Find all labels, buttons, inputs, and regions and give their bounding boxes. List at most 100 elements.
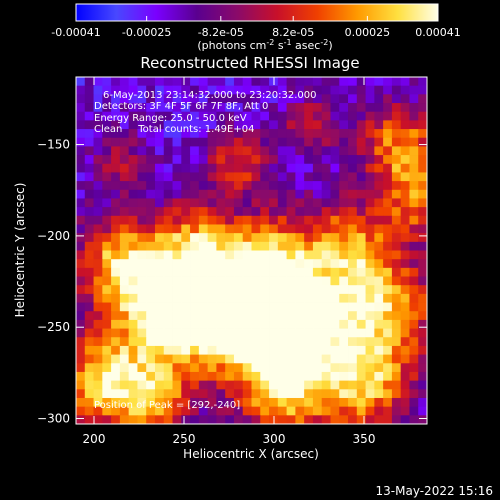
heatmap-cell (365, 337, 375, 347)
heatmap-cell (225, 397, 235, 408)
heatmap-cell (225, 276, 235, 286)
heatmap-cell (128, 354, 138, 364)
heatmap-cell (84, 137, 94, 147)
heatmap-cell (269, 85, 279, 95)
heatmap-cell (418, 415, 428, 425)
heatmap-cell (225, 328, 235, 338)
heatmap-cell (348, 189, 358, 199)
heatmap-cell (260, 311, 270, 321)
heatmap-cell (260, 103, 270, 113)
heatmap-cell (172, 207, 182, 217)
heatmap-cell (190, 259, 200, 269)
heatmap-cell (374, 311, 384, 321)
heatmap-cell (374, 250, 384, 260)
heatmap-cell (84, 241, 94, 251)
heatmap-cell (76, 85, 86, 95)
heatmap-cell (163, 406, 173, 416)
heatmap-cell (321, 233, 331, 243)
heatmap-cell (409, 380, 419, 390)
heatmap-cell (163, 111, 173, 121)
heatmap-cell (321, 389, 331, 399)
heatmap-cell (365, 406, 375, 416)
heatmap-cell (330, 311, 340, 321)
heatmap-cell (339, 181, 349, 191)
heatmap-cell (312, 267, 323, 277)
heatmap-cell (111, 276, 121, 286)
heatmap-cell (348, 163, 358, 173)
heatmap-cell (304, 103, 314, 113)
heatmap-cell (251, 302, 261, 312)
heatmap-cell (312, 293, 323, 303)
heatmap-cell (216, 137, 226, 147)
heatmap-cell (365, 111, 375, 121)
heatmap-cell (163, 94, 173, 104)
heatmap-cell (348, 302, 358, 312)
heatmap-cell (321, 189, 331, 199)
heatmap-cell (93, 371, 103, 382)
heatmap-cell (383, 311, 393, 321)
heatmap-cell (269, 328, 279, 338)
heatmap-cell (154, 233, 165, 243)
heatmap-cell (277, 224, 288, 234)
heatmap-cell (172, 85, 182, 95)
heatmap-cell (111, 302, 121, 312)
heatmap-cell (102, 207, 112, 217)
heatmap-cell (137, 250, 147, 260)
heatmap-cell (172, 319, 182, 329)
heatmap-cell (356, 319, 366, 329)
heatmap-cell (154, 397, 165, 408)
heatmap-cell (207, 328, 217, 338)
heatmap-cell (277, 389, 288, 399)
heatmap-cell (242, 146, 252, 156)
heatmap-cell (312, 181, 323, 191)
heatmap-cell (374, 111, 384, 121)
heatmap-cell (383, 215, 393, 225)
heatmap-cell (348, 224, 358, 234)
heatmap-cell (383, 146, 393, 156)
heatmap-cell (242, 241, 252, 251)
heatmap-cell (225, 241, 235, 251)
heatmap-cell (295, 363, 305, 373)
heatmap-cell (84, 224, 94, 234)
heatmap-cell (190, 293, 200, 303)
heatmap-cell (251, 163, 261, 173)
heatmap-cell (137, 224, 147, 234)
heatmap-cell (128, 215, 138, 225)
heatmap-cell (339, 311, 349, 321)
heatmap-cell (128, 380, 138, 390)
heatmap-cell (154, 85, 165, 95)
heatmap-cell (374, 363, 384, 373)
heatmap-cell (330, 363, 340, 373)
heatmap-cell (93, 328, 103, 338)
heatmap-cell (295, 354, 305, 364)
heatmap-cell (330, 337, 340, 347)
heatmap-cell (216, 293, 226, 303)
heatmap-cell (330, 250, 340, 260)
heatmap-cell (146, 181, 156, 191)
heatmap-cell (190, 224, 200, 234)
heatmap-cell (225, 129, 235, 139)
heatmap-cell (128, 311, 138, 321)
heatmap-cell (418, 363, 428, 373)
heatmap-cell (400, 207, 410, 217)
heatmap-cell (225, 363, 235, 373)
heatmap-cell (391, 276, 402, 286)
heatmap-cell (330, 120, 340, 130)
heatmap-cell (137, 120, 147, 130)
heatmap-cell (330, 354, 340, 364)
heatmap-cell (374, 285, 384, 295)
heatmap-cell (295, 371, 305, 382)
heatmap-cell (84, 389, 94, 399)
heatmap-cell (137, 345, 147, 356)
heatmap-cell (181, 94, 191, 104)
heatmap-cell (391, 250, 402, 260)
heatmap-cell (119, 189, 130, 199)
heatmap-cell (286, 259, 296, 269)
heatmap-cell (242, 302, 252, 312)
heatmap-cell (111, 241, 121, 251)
heatmap-cell (146, 371, 156, 382)
heatmap-cell (409, 172, 419, 182)
heatmap-cell (383, 250, 393, 260)
heatmap-cell (304, 233, 314, 243)
